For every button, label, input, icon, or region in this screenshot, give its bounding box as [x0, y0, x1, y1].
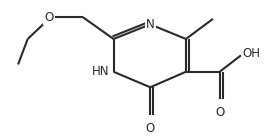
Text: O: O — [44, 11, 54, 24]
Text: O: O — [215, 106, 224, 119]
Text: HN: HN — [92, 65, 110, 78]
Text: O: O — [146, 122, 155, 135]
Text: OH: OH — [243, 47, 261, 60]
Text: N: N — [146, 18, 155, 31]
